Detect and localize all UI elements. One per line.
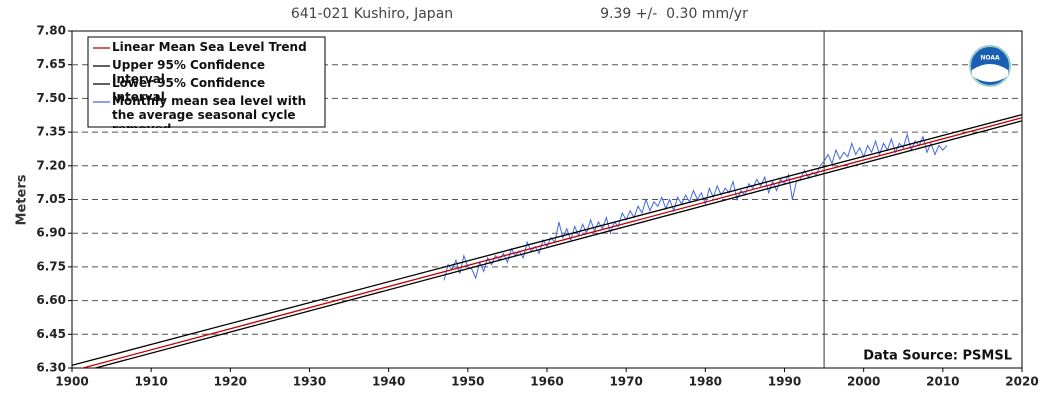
- series-line: [80, 117, 1022, 368]
- legend-entry: Lower 95% Confidence Interval: [112, 76, 266, 104]
- x-tick-label: 1980: [689, 375, 722, 389]
- x-tick-label: 1900: [55, 375, 88, 389]
- x-tick-label: 1930: [293, 375, 326, 389]
- legend-box: [87, 36, 326, 128]
- y-tick-label: 7.20: [36, 158, 66, 172]
- legend: Linear Mean Sea Level Trend Upper 95% Con…: [87, 36, 326, 128]
- legend-label: Upper 95% Confidence Interval: [112, 58, 266, 86]
- y-tick-label: 6.75: [36, 259, 66, 273]
- legend-entry: Linear Mean Sea Level Trend: [112, 40, 307, 54]
- x-tick-label: 2020: [1005, 375, 1038, 389]
- legend-entry: Monthly mean sea level with the average …: [112, 94, 307, 128]
- y-tick-label: 7.50: [36, 91, 66, 105]
- grid: [68, 30, 1023, 372]
- series-line: [72, 113, 1022, 366]
- y-tick-label: 6.30: [36, 361, 66, 375]
- y-tick-label: 7.05: [36, 192, 66, 206]
- legend-label: Linear Mean Sea Level Trend: [112, 40, 307, 54]
- x-tick-label: 1910: [134, 375, 167, 389]
- trend-label: 9.39 +/- 0.30 mm/yr: [600, 6, 748, 22]
- y-tick-label: 7.35: [36, 125, 66, 139]
- plot-area: [72, 113, 1022, 368]
- y-tick-label: 6.45: [36, 327, 66, 341]
- x-tick-label: 2000: [847, 375, 880, 389]
- chart-title: 641-021 Kushiro, Japan: [291, 6, 453, 22]
- y-axis-label: Meters: [15, 174, 30, 225]
- x-tick-label: 1960: [530, 375, 563, 389]
- x-tick-label: 1990: [768, 375, 801, 389]
- y-tick-label: 6.90: [36, 226, 66, 240]
- x-tick-label: 1940: [372, 375, 405, 389]
- legend-label: Lower 95% Confidence Interval: [112, 76, 266, 104]
- y-tick-label: 7.80: [36, 24, 66, 38]
- y-tick-label: 7.65: [36, 57, 66, 71]
- x-tick-label: 1970: [609, 375, 642, 389]
- logo-bird: [972, 64, 1008, 82]
- logo-text: NOAA: [980, 55, 1000, 62]
- series-line: [93, 120, 1022, 368]
- x-tick-label: 2010: [926, 375, 959, 389]
- x-tick-label: 1920: [214, 375, 247, 389]
- logo: NOAA: [969, 45, 1011, 87]
- x-tick-label: 1950: [451, 375, 484, 389]
- series-line: [443, 132, 948, 281]
- y-tick-label: 6.60: [36, 293, 66, 307]
- legend-label: Monthly mean sea level with the average …: [112, 94, 307, 128]
- legend-entry: Upper 95% Confidence Interval: [112, 58, 266, 86]
- data-source: Data Source: PSMSL: [863, 349, 1012, 364]
